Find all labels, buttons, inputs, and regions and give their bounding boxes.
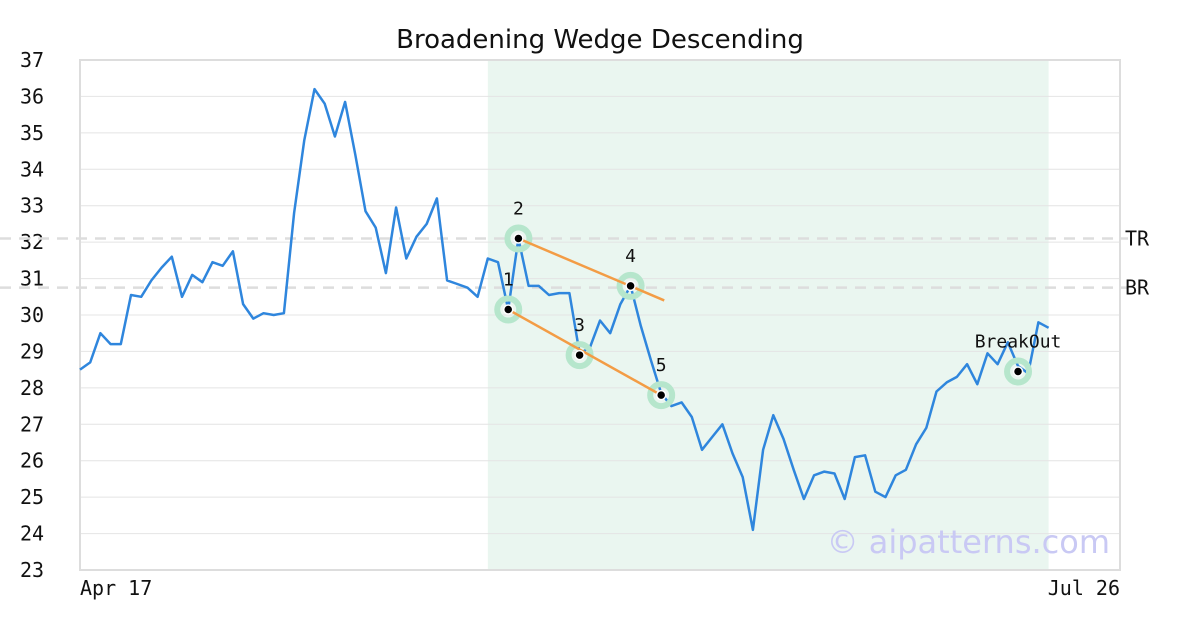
- reference-label-br: BR: [1125, 276, 1150, 300]
- pattern-point: [655, 389, 667, 401]
- y-tick-label: 24: [20, 522, 44, 546]
- pattern-point-halo: [1004, 357, 1033, 386]
- pattern-point-label: BreakOut: [975, 331, 1062, 352]
- trendline: [507, 308, 662, 397]
- y-tick-label: 27: [20, 412, 44, 436]
- reference-label-tr: TR: [1125, 227, 1150, 251]
- pattern-point-label: 2: [513, 199, 524, 220]
- y-tick-label: 36: [20, 84, 44, 108]
- price-line: [79, 87, 1050, 532]
- watermark: © aipatterns.com: [827, 523, 1110, 561]
- y-tick-label: 35: [20, 121, 44, 145]
- pattern-point: [574, 349, 585, 361]
- x-tick-label: Apr 17: [80, 576, 152, 600]
- y-tick-label: 30: [20, 303, 44, 327]
- y-tick-label: 34: [20, 157, 44, 181]
- pattern-point: [625, 280, 636, 292]
- trendline: [517, 237, 665, 302]
- pattern-point-label: 5: [656, 355, 667, 376]
- y-tick-label: 26: [20, 449, 44, 473]
- pattern-point: [1012, 366, 1024, 377]
- pattern-point-label: 3: [574, 315, 585, 336]
- chart-title: Broadening Wedge Descending: [396, 25, 804, 55]
- y-tick-label: 23: [20, 558, 44, 582]
- pattern-point-halo: [504, 224, 533, 253]
- pattern-point-halo: [616, 271, 645, 300]
- pattern-point-halo: [494, 295, 523, 324]
- y-tick-label: 28: [20, 376, 44, 400]
- y-tick-label: 25: [20, 485, 44, 509]
- plot-frame: [79, 59, 1121, 571]
- pattern-point: [513, 233, 524, 244]
- pattern-point-label: 4: [625, 246, 636, 267]
- pattern-point-label: 1: [503, 270, 514, 291]
- y-tick-label: 32: [20, 230, 44, 254]
- y-tick-label: 29: [20, 339, 44, 363]
- y-tick-label: 33: [20, 194, 44, 218]
- pattern-point-halo: [647, 381, 676, 410]
- pattern-point: [502, 304, 514, 315]
- y-tick-label: 37: [20, 48, 44, 72]
- x-tick-label: Jul 26: [1048, 576, 1120, 600]
